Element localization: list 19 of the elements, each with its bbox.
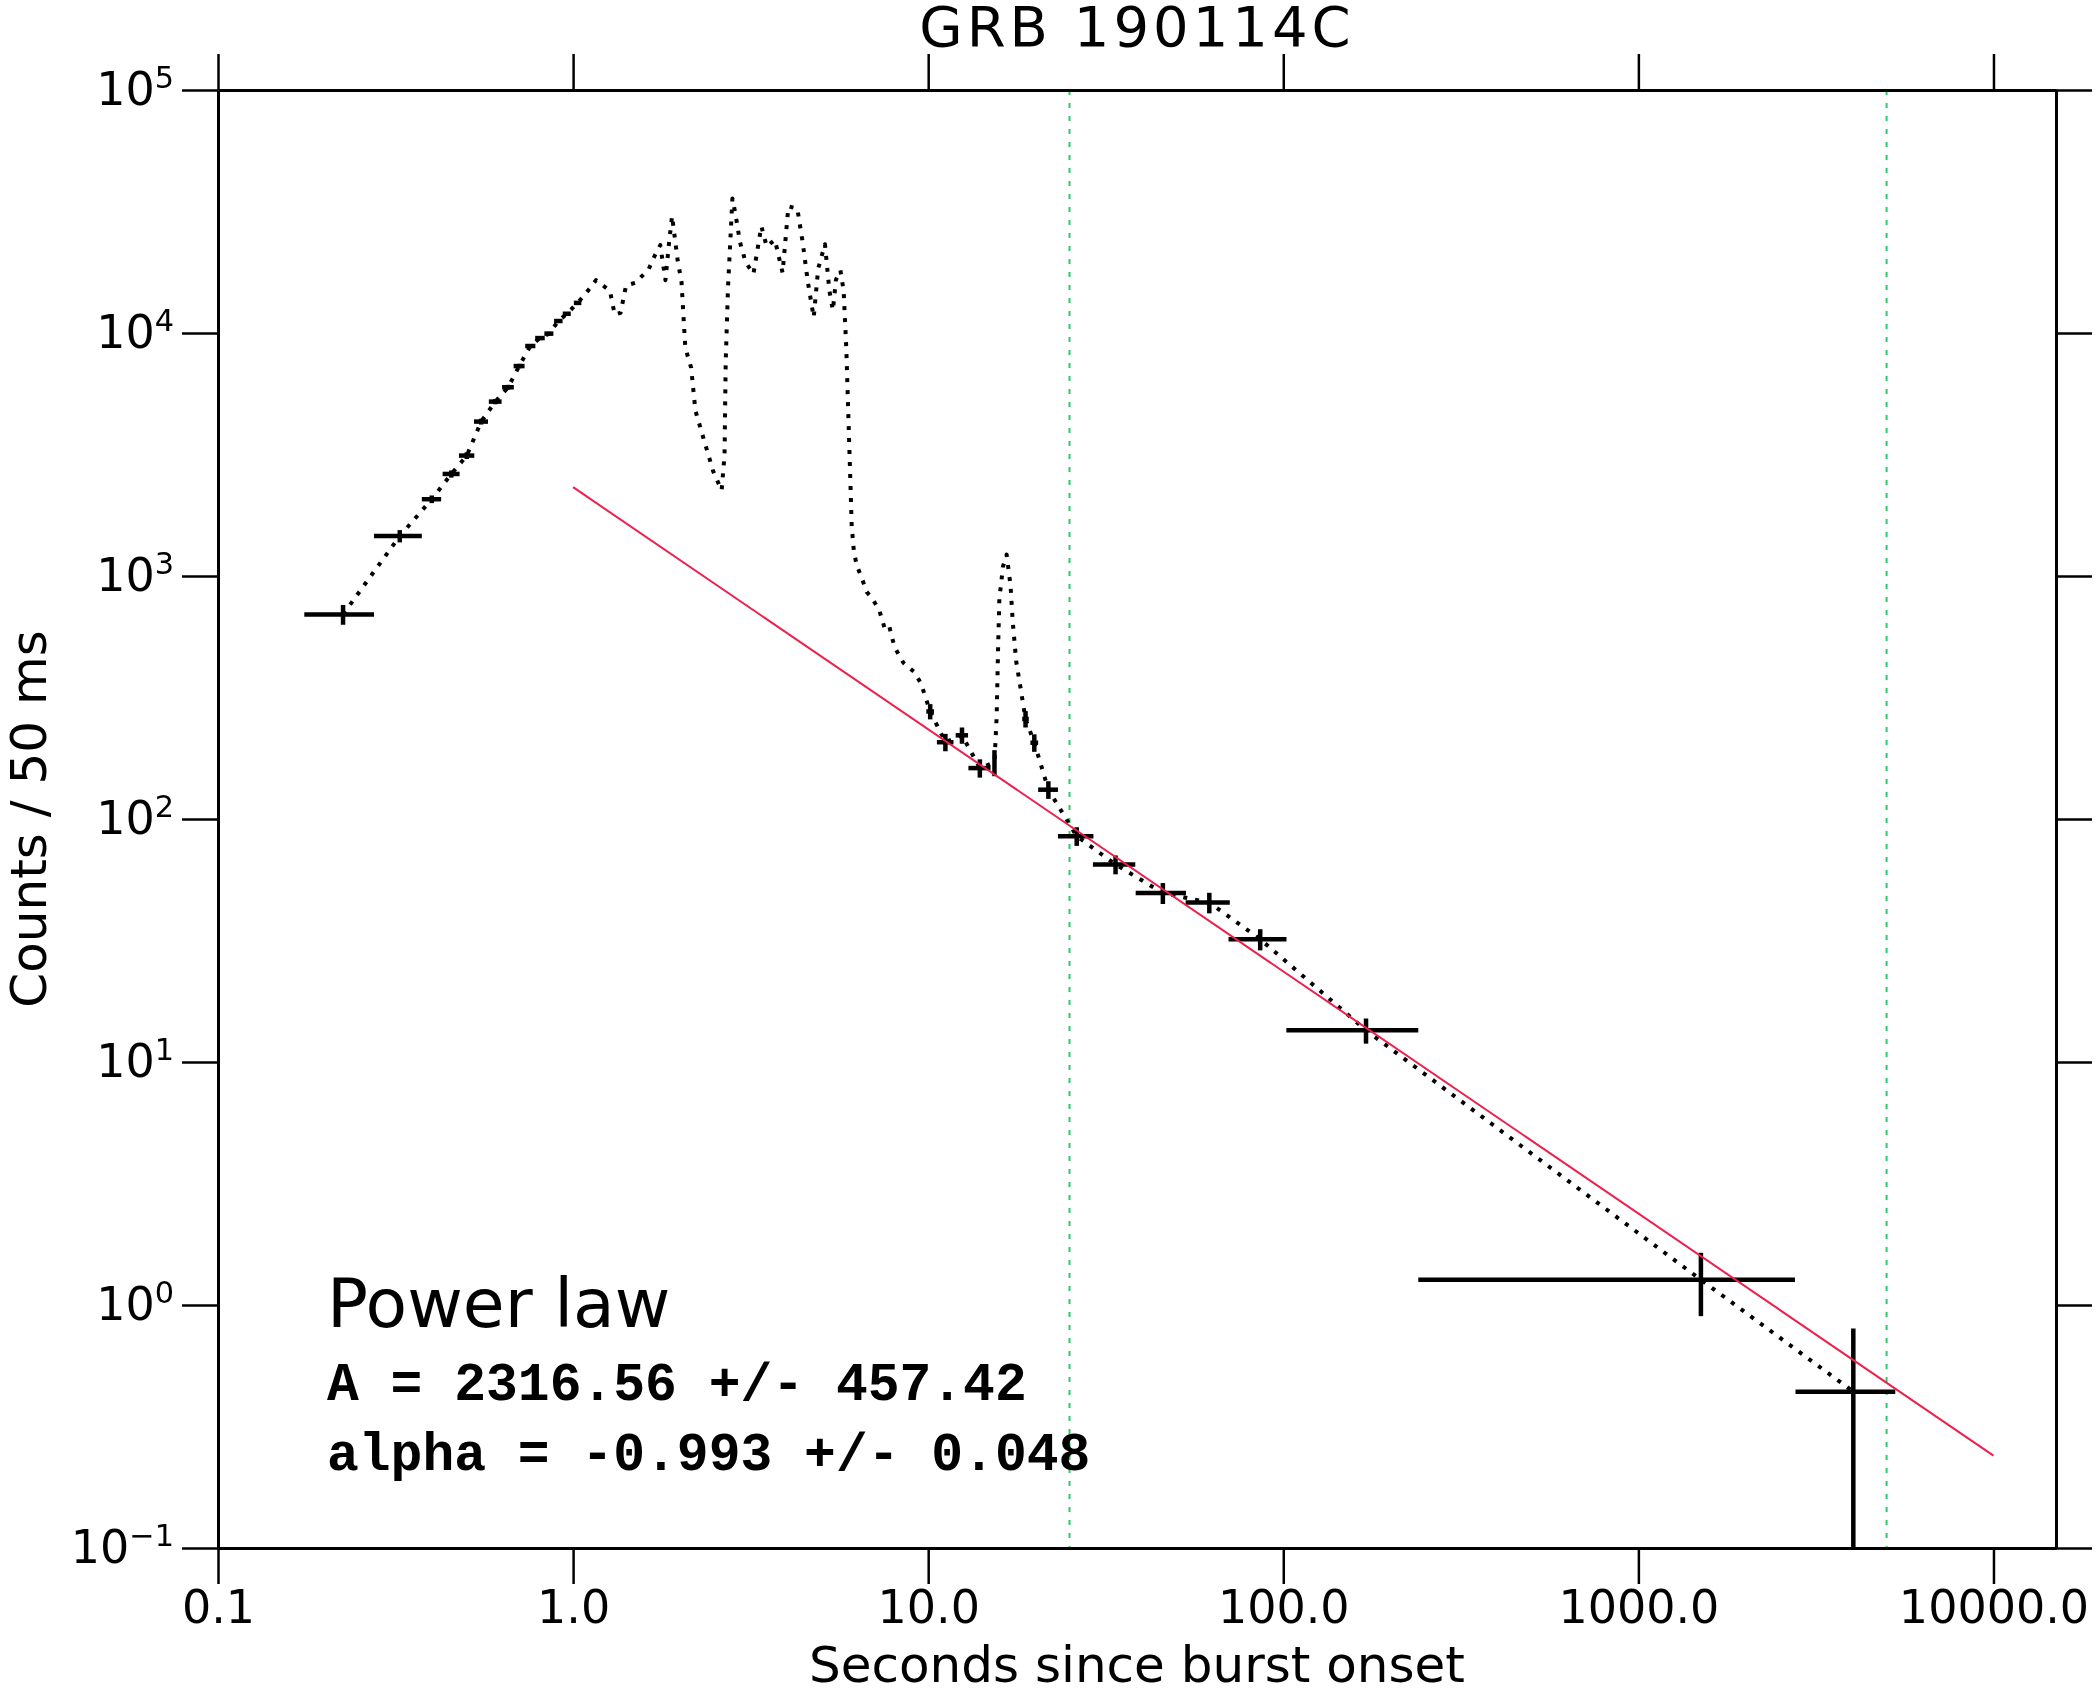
annotation: A = 2316.56 +/- 457.42 xyxy=(327,1356,1027,1416)
x-tick-label: 10.0 xyxy=(877,1579,980,1634)
y-tick-label: 10$^{−1}$ xyxy=(70,1517,174,1575)
y-tick-label: 10$^{4}$ xyxy=(96,302,174,360)
y-tick-label: 10$^{2}$ xyxy=(96,788,174,846)
y-axis-title: Counts / 50 ms xyxy=(0,630,58,1008)
x-tick-label: 0.1 xyxy=(181,1579,256,1634)
x-tick-label: 100.0 xyxy=(1217,1579,1350,1634)
x-tick-label: 1.0 xyxy=(537,1579,611,1634)
y-tick-label: 10$^{1}$ xyxy=(96,1031,174,1089)
y-tick-label: 10$^{0}$ xyxy=(96,1274,174,1332)
x-tick-label: 1000.0 xyxy=(1558,1579,1720,1634)
y-tick-label: 10$^{5}$ xyxy=(96,59,174,117)
y-tick-label: 10$^{3}$ xyxy=(96,545,174,603)
annotation: Power law xyxy=(327,1264,671,1343)
chart-title: GRB 190114C xyxy=(919,0,1355,59)
x-axis-title: Seconds since burst onset xyxy=(809,1636,1465,1690)
x-tick-label: 10000.0 xyxy=(1898,1579,2090,1634)
annotation: alpha = -0.993 +/- 0.048 xyxy=(327,1426,1091,1486)
